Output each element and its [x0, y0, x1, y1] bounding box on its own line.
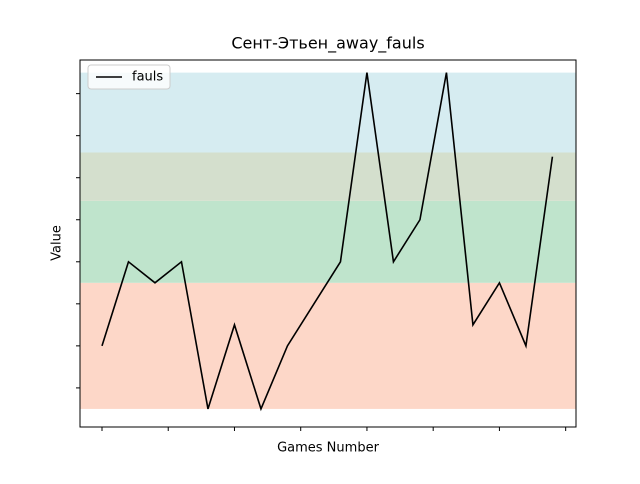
- legend-label: fauls: [132, 70, 163, 85]
- plot-frame: [79, 59, 577, 428]
- band: [80, 282, 576, 409]
- chart-title: Сент-Этьен_away_fauls: [231, 34, 424, 54]
- x-axis-label: Games Number: [277, 441, 379, 456]
- band: [80, 152, 576, 201]
- line: [101, 72, 554, 412]
- legend-box: [87, 64, 171, 90]
- band: [80, 200, 576, 283]
- y-axis-label: Value: [50, 225, 65, 261]
